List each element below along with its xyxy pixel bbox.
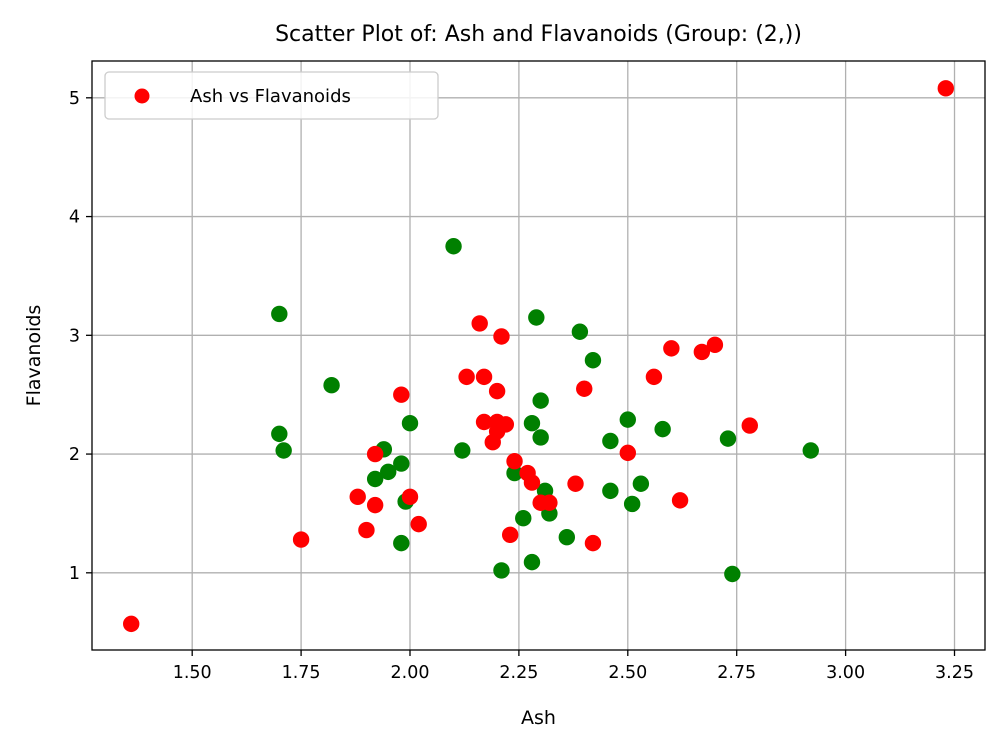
data-point (623, 495, 641, 513)
data-point (584, 352, 602, 369)
x-axis-label: Ash (521, 707, 556, 729)
chart-title: Scatter Plot of: Ash and Flavanoids (Gro… (275, 22, 802, 47)
data-point (380, 463, 397, 481)
x-tick-label: 2.50 (608, 663, 647, 683)
data-point (523, 474, 541, 491)
data-point (123, 615, 140, 633)
data-point (515, 509, 532, 527)
x-tick-label: 2.25 (499, 663, 538, 683)
y-axis-label: Flavanoids (23, 305, 45, 407)
data-points (123, 80, 954, 633)
data-point (410, 515, 427, 533)
data-point (741, 417, 758, 434)
data-point (271, 425, 288, 443)
data-point (393, 386, 410, 403)
y-axis-ticks: 1 2 3 4 5 (69, 89, 92, 584)
data-point (576, 380, 593, 397)
plot-frame (91, 60, 986, 651)
data-point (571, 323, 589, 340)
data-point (488, 382, 506, 400)
x-tick-label: 3.00 (826, 663, 865, 683)
data-point (584, 534, 602, 552)
data-point (532, 392, 549, 409)
data-point (366, 445, 384, 463)
data-point (506, 452, 523, 470)
data-point (393, 455, 410, 472)
data-point (493, 562, 510, 579)
data-point (475, 368, 493, 386)
data-point (275, 442, 292, 459)
data-point (602, 482, 619, 500)
legend-box (104, 71, 439, 120)
data-point (706, 336, 724, 354)
data-point (501, 526, 519, 544)
x-axis-ticks: 1.50 1.75 2.00 2.25 2.50 2.75 3.00 3.25 (173, 650, 974, 683)
data-point (445, 238, 462, 255)
data-point (724, 565, 741, 583)
grid-lines (92, 61, 985, 650)
x-tick-label: 1.50 (173, 663, 212, 683)
legend-marker (134, 88, 150, 104)
y-tick-label: 2 (69, 445, 80, 465)
data-point (663, 340, 680, 357)
data-point (471, 315, 488, 332)
data-point (523, 414, 541, 432)
data-point (358, 521, 375, 539)
data-point (619, 444, 636, 462)
data-point (523, 553, 541, 571)
data-point (292, 531, 310, 548)
data-point (271, 305, 288, 323)
y-tick-label: 4 (69, 208, 80, 228)
x-tick-label: 1.75 (282, 663, 321, 683)
data-point (719, 430, 737, 447)
data-point (497, 416, 515, 433)
legend-entry-label: Ash vs Flavanoids (190, 86, 351, 107)
data-point (671, 492, 689, 509)
data-point (693, 343, 711, 361)
data-point (528, 309, 545, 326)
x-tick-label: 2.75 (717, 663, 756, 683)
x-tick-label: 2.00 (391, 663, 430, 683)
data-point (937, 80, 954, 97)
data-point (393, 534, 410, 552)
data-point (802, 442, 819, 459)
data-point (454, 442, 471, 459)
y-tick-label: 1 (69, 564, 80, 584)
legend: Ash vs Flavanoids (104, 71, 439, 120)
data-point (532, 429, 549, 446)
data-point (475, 413, 493, 431)
data-point (366, 470, 384, 488)
data-point (645, 368, 663, 386)
data-point (541, 494, 558, 511)
x-tick-label: 3.25 (935, 663, 974, 683)
y-tick-label: 5 (69, 89, 80, 109)
y-tick-label: 3 (69, 326, 80, 346)
data-point (401, 488, 419, 506)
data-point (654, 420, 671, 438)
data-point (366, 496, 384, 514)
data-point (567, 475, 584, 492)
data-point (602, 432, 619, 450)
data-point (619, 411, 636, 428)
data-point (632, 475, 650, 492)
data-point (493, 328, 510, 345)
data-point (349, 488, 366, 506)
data-point (401, 414, 419, 432)
data-point (506, 464, 523, 482)
data-point (458, 368, 475, 386)
data-point (558, 528, 576, 546)
data-point (323, 376, 340, 394)
